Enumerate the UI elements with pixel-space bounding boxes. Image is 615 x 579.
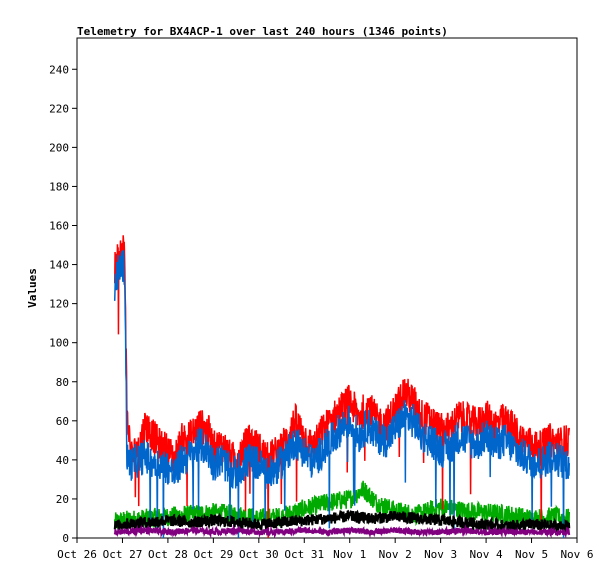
chart-title: Telemetry for BX4ACP-1 over last 240 hou… [77, 25, 448, 38]
series-line-2 [113, 480, 571, 530]
series-line-1 [113, 250, 571, 539]
series-line-4 [113, 524, 571, 539]
x-tick-label: Oct 29 [193, 548, 233, 561]
x-tick-label: Nov 6 [560, 548, 593, 561]
y-tick-label: 40 [56, 454, 69, 467]
y-tick-label: 200 [49, 141, 69, 154]
x-tick-label: Nov 2 [379, 548, 412, 561]
x-tick-label: Nov 5 [515, 548, 548, 561]
y-tick-label: 100 [49, 337, 69, 350]
y-tick-label: 180 [49, 180, 69, 193]
x-tick-label: Nov 3 [424, 548, 457, 561]
y-axis: 0 20 40 60 80 100 120 140 160 180 200 220 240 [49, 63, 77, 545]
x-tick-label: Oct 31 [284, 548, 324, 561]
y-tick-label: 60 [56, 415, 69, 428]
series-layer [113, 235, 571, 539]
x-tick-label: Oct 28 [148, 548, 188, 561]
x-axis: Oct 26 Oct 27 Oct 28 Oct 29 Oct 30 Oct 31 Nov … [57, 538, 594, 561]
x-tick-label: Oct 30 [239, 548, 279, 561]
y-tick-label: 80 [56, 376, 69, 389]
y-tick-label: 220 [49, 102, 69, 115]
series-line-3 [113, 509, 571, 536]
y-tick-label: 20 [56, 493, 69, 506]
y-tick-label: 0 [62, 532, 69, 545]
y-tick-label: 240 [49, 63, 69, 76]
y-axis-label: Values [26, 268, 39, 308]
y-tick-label: 160 [49, 220, 69, 233]
x-tick-label: Nov 4 [470, 548, 503, 561]
x-tick-label: Oct 27 [103, 548, 143, 561]
y-tick-label: 120 [49, 298, 69, 311]
y-tick-label: 140 [49, 259, 69, 272]
x-tick-label: Oct 26 [57, 548, 97, 561]
x-tick-label: Nov 1 [333, 548, 366, 561]
